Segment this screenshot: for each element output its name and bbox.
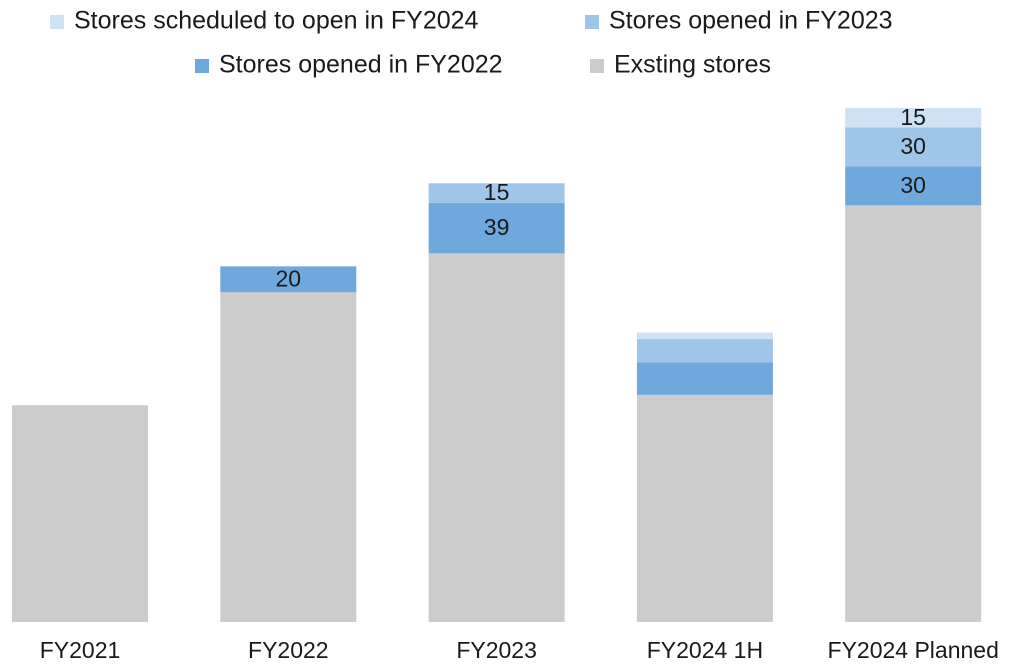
x-tick-label: FY2024 Planned <box>828 637 999 663</box>
x-tick-label: FY2021 <box>40 637 121 663</box>
data-label: 39 <box>484 214 510 240</box>
x-tick-label: FY2022 <box>248 637 329 663</box>
legend-swatch <box>50 15 64 29</box>
legend-swatch <box>195 59 209 73</box>
bar-segment <box>428 183 565 203</box>
bar-segment <box>845 127 982 167</box>
legend-label: Stores opened in FY2022 <box>219 51 503 79</box>
bar-segment <box>12 405 148 622</box>
data-label: 30 <box>900 172 926 198</box>
legend-label: Stores scheduled to open in FY2024 <box>74 7 479 35</box>
bar-segment <box>220 266 357 293</box>
bar-segment <box>636 339 773 363</box>
bar-segment <box>636 394 773 622</box>
bar-segment <box>428 202 565 254</box>
x-tick-label: FY2024 1H <box>647 637 763 663</box>
data-label: 20 <box>276 265 302 291</box>
x-tick-label: FY2023 <box>456 637 537 663</box>
data-label: 15 <box>484 179 510 205</box>
bar-segment <box>845 166 982 206</box>
bar-segment <box>428 253 565 623</box>
data-label: 30 <box>900 133 926 159</box>
legend-label: Stores opened in FY2023 <box>609 7 893 35</box>
legend-swatch <box>590 59 604 73</box>
legend-swatch <box>585 15 599 29</box>
legend-label: Exsting stores <box>614 51 771 79</box>
bar-segment <box>220 292 357 622</box>
data-label: 15 <box>900 104 926 130</box>
bar-segment <box>636 362 773 395</box>
bar-segment <box>845 205 982 622</box>
bar-segment <box>636 332 773 340</box>
bar-segment <box>845 108 982 128</box>
